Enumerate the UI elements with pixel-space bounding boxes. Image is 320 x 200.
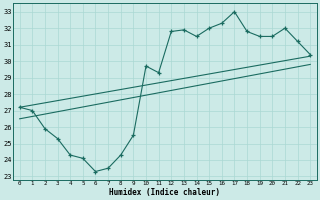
- X-axis label: Humidex (Indice chaleur): Humidex (Indice chaleur): [109, 188, 220, 197]
